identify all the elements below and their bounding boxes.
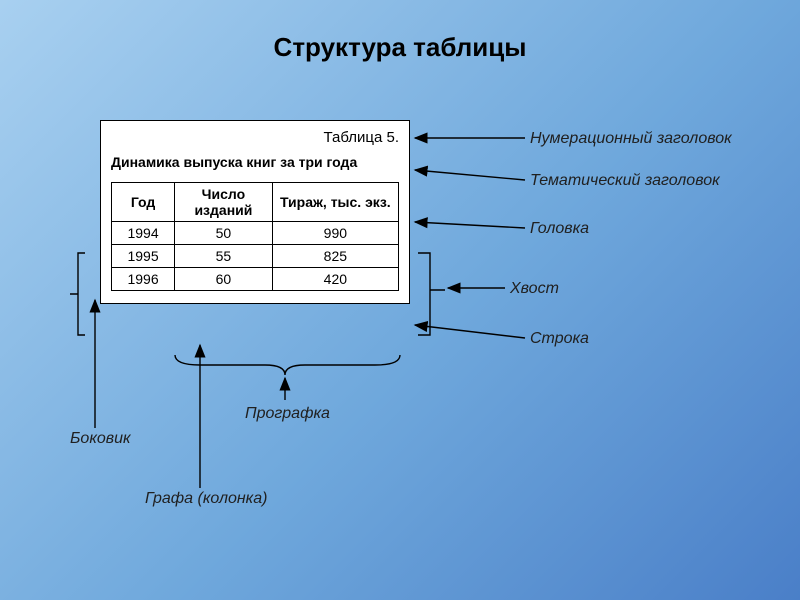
- cell: 60: [175, 268, 273, 291]
- page-title: Структура таблицы: [0, 32, 800, 63]
- table-row: 1995 55 825: [112, 245, 399, 268]
- header-cell: Число изданий: [175, 183, 273, 222]
- arrow-head: [415, 222, 525, 228]
- label-numeration: Нумерационный заголовок: [530, 130, 732, 148]
- bracket-side: [70, 253, 85, 335]
- label-column: Графа (колонка): [145, 490, 267, 508]
- cell: 990: [272, 222, 398, 245]
- brace-column-group: [175, 355, 400, 375]
- label-side: Боковик: [70, 430, 131, 448]
- header-cell: Тираж, тыс. экз.: [272, 183, 398, 222]
- cell: 825: [272, 245, 398, 268]
- cell: 420: [272, 268, 398, 291]
- bracket-tail: [418, 253, 445, 335]
- cell: 50: [175, 222, 273, 245]
- table-row: 1994 50 990: [112, 222, 399, 245]
- cell: 1995: [112, 245, 175, 268]
- label-head: Головка: [530, 220, 589, 238]
- cell: 1994: [112, 222, 175, 245]
- header-cell: Год: [112, 183, 175, 222]
- label-thematic: Тематический заголовок: [530, 172, 720, 190]
- data-table: Год Число изданий Тираж, тыс. экз. 1994 …: [111, 182, 399, 291]
- cell: 55: [175, 245, 273, 268]
- numeration-title: Таблица 5.: [111, 129, 399, 146]
- label-tail: Хвост: [510, 280, 559, 298]
- label-column-group: Прографка: [245, 405, 330, 423]
- table-container: Таблица 5. Динамика выпуска книг за три …: [100, 120, 410, 304]
- arrow-row: [415, 325, 525, 338]
- table-row: 1996 60 420: [112, 268, 399, 291]
- table-header-row: Год Число изданий Тираж, тыс. экз.: [112, 183, 399, 222]
- label-row: Строка: [530, 330, 589, 348]
- arrow-thematic: [415, 170, 525, 180]
- thematic-title: Динамика выпуска книг за три года: [111, 154, 399, 170]
- cell: 1996: [112, 268, 175, 291]
